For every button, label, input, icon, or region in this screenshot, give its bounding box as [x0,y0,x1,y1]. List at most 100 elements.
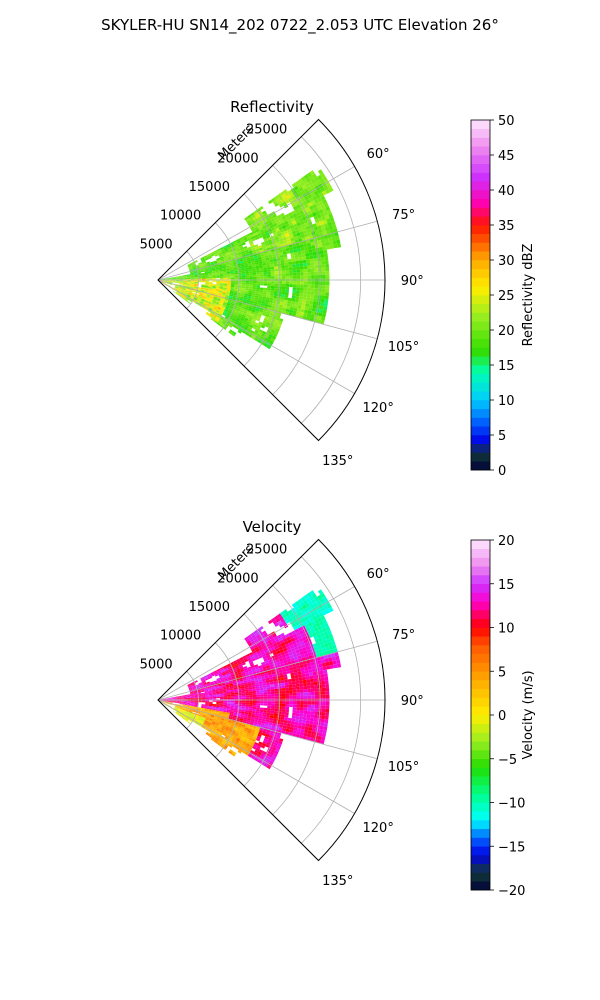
refl-echo-cell [172,280,177,282]
refl-echo-cell [318,209,324,214]
vel-echo-cell [260,753,266,757]
refl-echo-cell [239,309,244,313]
refl-echo-cell [176,277,180,278]
vel-echo-cell [229,726,234,729]
vel-echo-cell [295,680,300,685]
vel-echo-cell [304,623,310,629]
vel-echo-cell [247,714,252,717]
refl-echo-cell [288,264,293,268]
vel-echo-cell [270,713,274,716]
refl-echo-cell [223,282,228,284]
vel-echo-cell [261,742,267,747]
vel-echo-cell [300,728,305,733]
vel-echo-cell [296,692,301,696]
vel-echo-cell [301,617,306,623]
refl-echo-cell [224,316,229,320]
vel-echo-cell [207,710,212,712]
refl-echo-cell [319,178,325,184]
vel-echo-cell [257,743,262,748]
vel-echo-cell [240,727,245,731]
refl-echo-cell [192,290,197,293]
vel-echo-cell [314,708,319,712]
vel-echo-cell [244,683,249,687]
vel-echo-cell [285,687,289,691]
vel-colorbar-tick-label: 15 [498,578,515,593]
refl-echo-cell [262,294,267,298]
vel-echo-cell [320,677,325,682]
refl-echo-cell [247,263,252,266]
refl-echo-cell [207,302,212,306]
refl-echo-cell [175,285,179,287]
vel-echo-cell [239,667,244,671]
vel-echo-cell [222,687,227,690]
vel-echo-cell [267,691,271,695]
refl-echo-cell [223,246,228,250]
vel-colorbar-band [471,793,490,803]
vel-echo-cell [221,669,225,673]
refl-echo-cell [190,272,194,274]
vel-echo-cell [184,712,188,715]
refl-echo-cell [233,241,238,246]
vel-echo-cell [217,727,221,731]
vel-echo-cell [205,695,209,697]
refl-echo-cell [237,330,242,334]
refl-echo-cell [190,276,195,278]
vel-echo-cell [190,692,194,694]
refl-echo-cell [317,169,324,175]
vel-echo-cell [274,691,279,694]
vel-echo-cell [271,673,276,677]
vel-echo-cell [237,734,242,738]
refl-echo-cell [282,189,288,194]
vel-echo-cell [318,648,323,654]
vel-echo-cell [181,708,186,711]
vel-echo-cell [217,726,222,729]
refl-echo-cell [329,217,335,222]
refl-echo-cell [190,274,195,276]
refl-echo-cell [215,286,220,289]
vel-echo-cell [186,695,191,697]
refl-echo-cell [218,319,223,324]
refl-echo-cell [212,315,217,319]
vel-echo-cell [220,668,225,672]
refl-echo-cell [273,295,278,299]
vel-echo-cell [190,696,195,698]
vel-echo-cell [250,654,255,658]
vel-echo-cell [260,703,264,706]
vel-echo-cell [230,696,235,698]
refl-echo-cell [303,287,308,291]
vel-echo-cell [249,693,253,696]
vel-echo-cell [185,717,189,720]
refl-echo-cell [257,216,262,221]
vel-echo-cell [267,705,271,709]
vel-echo-cell [307,652,313,657]
refl-echo-cell [325,274,330,279]
refl-echo-cell [291,298,296,302]
refl-echo-cell [284,262,289,266]
vel-echo-cell [327,653,332,659]
refl-echo-cell [298,302,303,306]
refl-echo-cell [320,212,325,218]
refl-echo-cell [278,226,283,231]
refl-echo-cell [221,251,226,254]
vel-echo-cell [179,697,184,699]
refl-echo-cell [188,299,193,302]
vel-echo-cell [231,738,236,742]
vel-echo-cell [264,649,269,654]
refl-echo-cell [323,202,329,208]
refl-colorbar-tick-label: 20 [498,324,515,339]
vel-echo-cell [241,693,246,696]
vel-echo-cell [285,701,290,705]
vel-echo-cell [190,695,195,697]
refl-echo-cell [312,211,317,217]
refl-echo-cell [206,303,211,307]
vel-echo-cell [289,701,293,705]
vel-echo-cell [253,675,258,679]
refl-echo-cell [205,277,209,279]
vel-echo-cell [278,690,282,694]
vel-echo-cell [191,684,196,687]
refl-echo-cell [275,198,281,203]
vel-echo-cell [256,628,261,633]
vel-echo-cell [228,680,233,683]
vel-echo-cell [205,704,209,706]
refl-echo-cell [189,269,193,271]
